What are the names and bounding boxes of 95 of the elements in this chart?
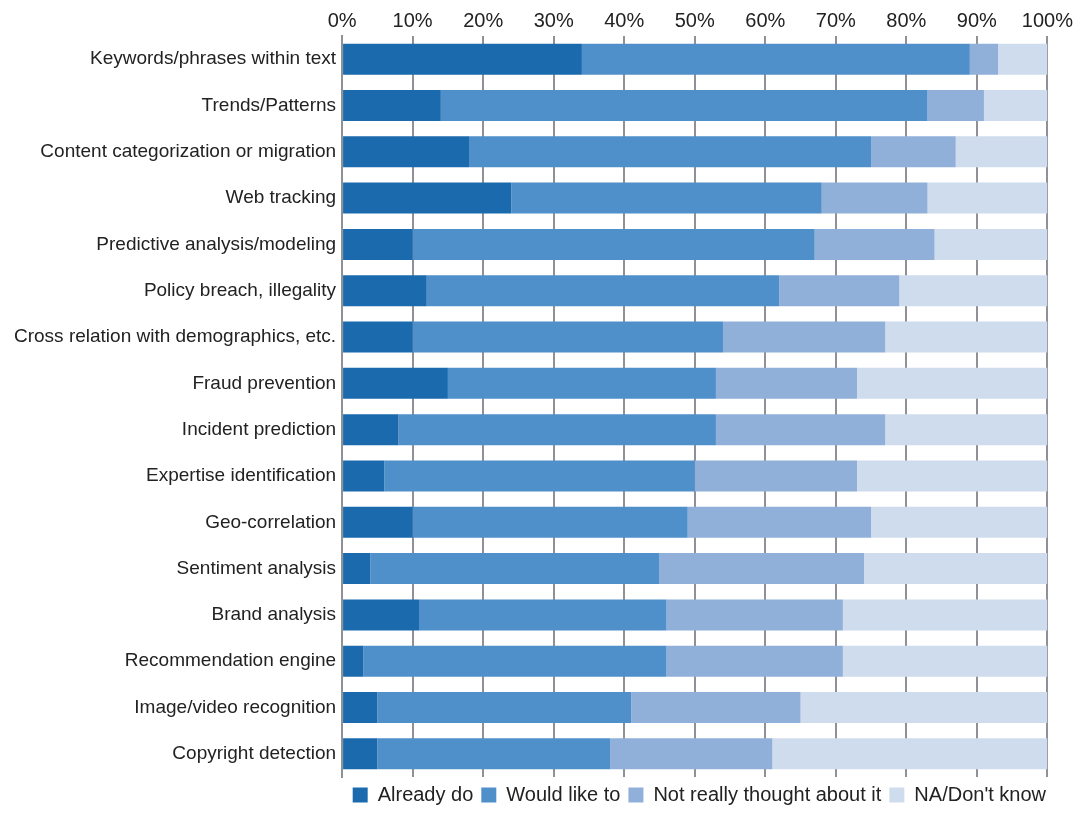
bar — [370, 553, 660, 585]
bar — [772, 738, 1048, 770]
y-tick-label: Sentiment analysis — [176, 556, 337, 578]
y-tick-label: Trends/Patterns — [201, 93, 337, 115]
legend-label: NA/Don't know — [914, 782, 1047, 805]
bar — [687, 506, 872, 538]
bar — [343, 367, 448, 399]
bar — [969, 43, 999, 75]
bar — [343, 553, 371, 585]
legend-label: Would like to — [506, 782, 621, 805]
x-tick-label: 10% — [392, 8, 433, 31]
bar — [779, 275, 900, 307]
bar — [343, 645, 364, 677]
bar — [343, 506, 413, 538]
bar — [899, 275, 1048, 307]
bar — [631, 692, 801, 724]
bar — [343, 89, 441, 121]
bar — [821, 182, 928, 214]
bar — [343, 136, 470, 168]
bar — [363, 645, 667, 677]
y-tick-label: Brand analysis — [211, 603, 337, 625]
bar — [469, 136, 872, 168]
bar — [885, 414, 1048, 446]
bar — [447, 367, 716, 399]
bar — [856, 460, 1048, 492]
bar — [715, 414, 886, 446]
y-tick-label: Predictive analysis/modeling — [96, 232, 337, 254]
bar — [343, 692, 378, 724]
bar — [885, 321, 1048, 353]
bar — [659, 553, 865, 585]
legend-label: Not really thought about it — [653, 782, 882, 805]
y-tick-label: Cross relation with demographics, etc. — [13, 325, 337, 347]
y-tick-label: Fraud prevention — [192, 371, 337, 393]
bar — [419, 599, 667, 631]
x-tick-label: 40% — [604, 8, 645, 31]
bar — [343, 275, 427, 307]
bar — [715, 367, 857, 399]
bar — [983, 89, 1048, 121]
bar — [412, 321, 723, 353]
bar — [343, 599, 420, 631]
y-tick-label: Keywords/phrases within text — [90, 47, 337, 69]
bar — [666, 599, 843, 631]
bar — [871, 506, 1048, 538]
bar — [934, 228, 1048, 260]
bar — [398, 414, 716, 446]
bar — [343, 228, 413, 260]
bar — [377, 692, 632, 724]
x-tick-label: 30% — [533, 8, 574, 31]
bar — [927, 182, 1048, 214]
bar — [581, 43, 970, 75]
y-tick-label: Content categorization or migration — [40, 140, 337, 162]
bar — [343, 43, 582, 75]
bar — [871, 136, 956, 168]
bar — [343, 321, 413, 353]
legend-label: Already do — [377, 782, 474, 805]
y-tick-label: Incident prediction — [181, 417, 337, 439]
bar — [343, 182, 512, 214]
bar — [814, 228, 935, 260]
x-tick-label: 80% — [886, 8, 927, 31]
bar — [377, 738, 611, 770]
bar — [412, 506, 688, 538]
bar — [842, 599, 1048, 631]
y-tick-label: Web tracking — [225, 186, 337, 208]
bar — [842, 645, 1048, 677]
x-tick-label: 100% — [1021, 8, 1074, 31]
bar — [343, 460, 385, 492]
y-tick-label: Recommendation engine — [124, 649, 337, 671]
x-tick-label: 70% — [815, 8, 857, 31]
y-tick-label: Image/video recognition — [134, 695, 337, 717]
bar — [511, 182, 822, 214]
x-tick-label: 0% — [327, 8, 357, 31]
x-tick-label: 90% — [956, 8, 998, 31]
bar — [610, 738, 773, 770]
y-tick-label: Copyright detection — [172, 742, 337, 764]
bar — [722, 321, 886, 353]
bar — [426, 275, 780, 307]
bar — [440, 89, 928, 121]
x-tick-label: 50% — [674, 8, 715, 31]
bar — [927, 89, 984, 121]
bar — [343, 414, 399, 446]
bar — [384, 460, 695, 492]
x-tick-label: 20% — [463, 8, 504, 31]
bar — [864, 553, 1048, 585]
bar — [694, 460, 857, 492]
y-tick-label: Geo-correlation — [205, 510, 337, 532]
y-tick-label: Expertise identification — [145, 464, 337, 486]
bar — [666, 645, 843, 677]
bar — [856, 367, 1048, 399]
bar — [955, 136, 1048, 168]
bar — [412, 228, 815, 260]
bar — [998, 43, 1048, 75]
x-tick-label: 60% — [745, 8, 786, 31]
bar — [800, 692, 1048, 724]
bar — [343, 738, 378, 770]
y-tick-label: Policy breach, illegality — [143, 278, 337, 300]
